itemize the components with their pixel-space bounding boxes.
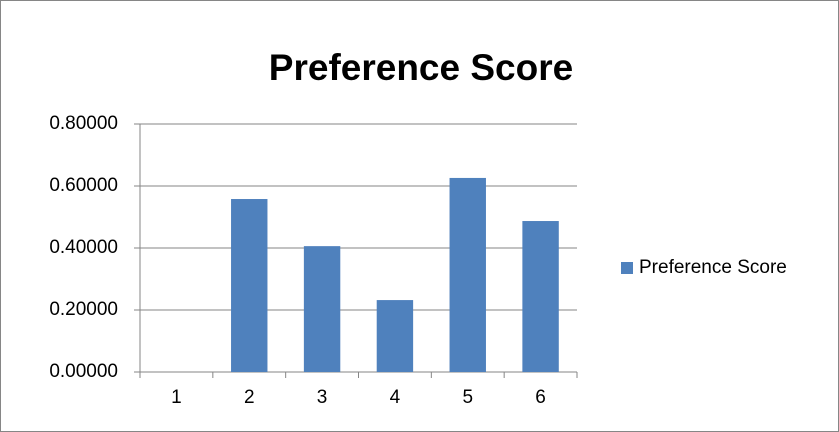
x-tick-label: 4 <box>390 387 401 408</box>
x-tick-label: 1 <box>171 387 182 408</box>
bar <box>522 221 559 372</box>
y-tick-label: 0.00000 <box>49 361 118 382</box>
x-tick-label: 2 <box>244 387 255 408</box>
legend-swatch <box>621 262 633 274</box>
legend-label: Preference Score <box>639 257 787 278</box>
y-tick-label: 0.60000 <box>49 175 118 196</box>
x-tick-label: 3 <box>317 387 328 408</box>
bar <box>231 199 268 372</box>
chart-title: Preference Score <box>269 47 573 88</box>
bar <box>376 300 414 372</box>
y-tick-label: 0.80000 <box>49 113 118 134</box>
y-tick-label: 0.40000 <box>49 237 118 258</box>
bar <box>303 246 341 372</box>
x-tick-label: 6 <box>535 387 546 408</box>
x-tick-label: 5 <box>462 387 473 408</box>
bar <box>449 177 486 372</box>
y-tick-label: 0.20000 <box>49 299 118 320</box>
